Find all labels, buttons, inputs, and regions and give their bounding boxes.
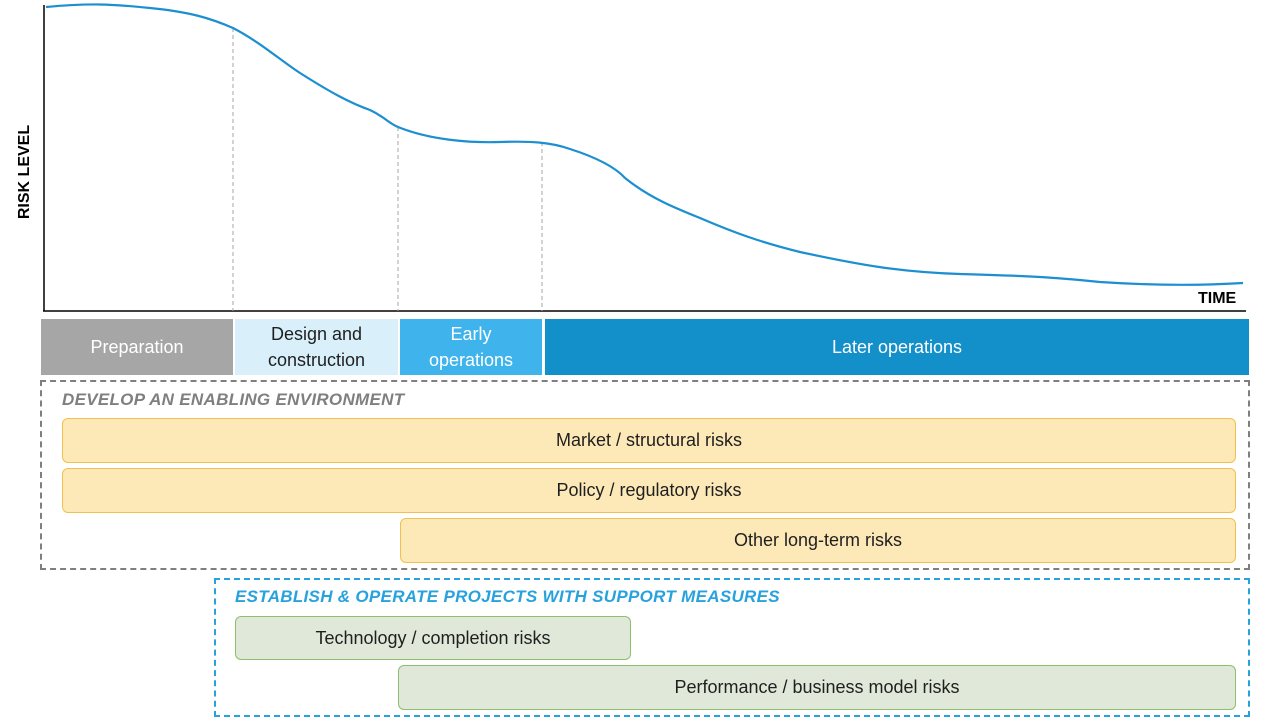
policy-regulatory-risks-bar: Policy / regulatory risks <box>62 468 1236 513</box>
enabling-environment-box <box>40 380 1250 570</box>
phase-design-construction: Design and construction <box>235 319 398 375</box>
performance-business-model-risks-label: Performance / business model risks <box>674 677 960 697</box>
phase-later-label: Later operations <box>831 337 963 357</box>
phase-design-label-line1: Design and <box>270 324 363 344</box>
phase-later-operations: Later operations <box>545 319 1249 375</box>
y-axis-label: RISK LEVEL <box>16 124 33 220</box>
other-long-term-risks-label: Other long-term risks <box>733 530 903 550</box>
x-axis-label: TIME <box>1198 290 1237 307</box>
enabling-environment-title: DEVELOP AN ENABLING ENVIRONMENT <box>62 390 405 409</box>
support-measures-title: ESTABLISH & OPERATE PROJECTS WITH SUPPOR… <box>235 587 780 606</box>
technology-completion-risks-label: Technology / completion risks <box>315 627 551 648</box>
phase-early-label-line1: Early <box>450 324 492 344</box>
risk-curve <box>45 3 1244 286</box>
phase-early-label-line2: operations <box>428 350 514 370</box>
phase-design-label-line2: construction <box>267 350 366 370</box>
technology-completion-risks-bar: Technology / completion risks <box>235 616 631 660</box>
policy-regulatory-risks-label: Policy / regulatory risks <box>556 480 742 500</box>
performance-business-model-risks-bar: Performance / business model risks <box>398 665 1236 710</box>
market-structural-risks-label: Market / structural risks <box>555 430 743 450</box>
other-long-term-risks-bar: Other long-term risks <box>400 518 1236 563</box>
phase-early-operations: Early operations <box>400 319 542 375</box>
market-structural-risks-bar: Market / structural risks <box>62 418 1236 463</box>
risk-curve-chart <box>43 3 1246 312</box>
phase-preparation-label: Preparation <box>90 337 184 357</box>
phase-preparation: Preparation <box>41 319 233 375</box>
support-measures-box <box>214 578 1250 717</box>
